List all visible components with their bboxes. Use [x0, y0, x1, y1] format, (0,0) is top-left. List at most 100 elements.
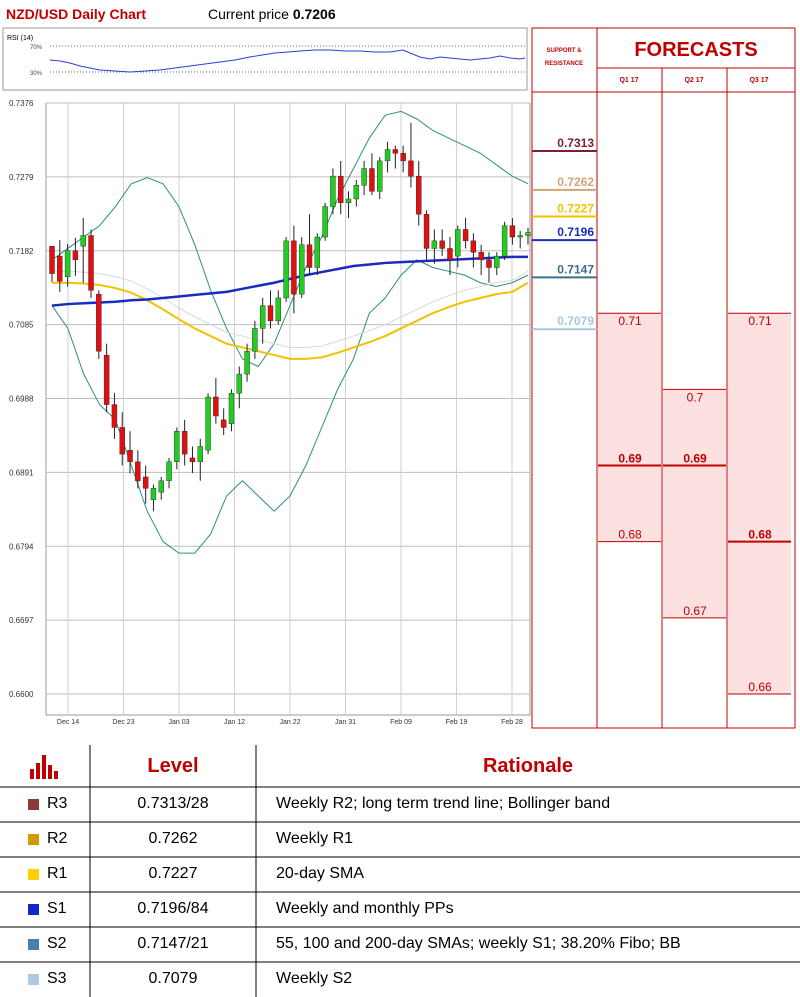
- level-rationale: Weekly and monthly PPs: [276, 900, 454, 917]
- x-tick-label: Jan 03: [168, 719, 189, 726]
- bar-chart-icon: [30, 753, 62, 784]
- candle-up: [314, 236, 321, 268]
- candle-up: [244, 351, 250, 375]
- candle-up: [455, 229, 461, 257]
- level-rationale: Weekly R2; long term trend line; Bolling…: [276, 795, 611, 812]
- level-color-swatch: [28, 973, 39, 985]
- candle-down: [392, 149, 399, 154]
- bollinger-upper: [51, 110, 529, 368]
- candle-up: [299, 244, 305, 295]
- bollinger-bands: [51, 110, 529, 554]
- candle-up: [236, 373, 242, 394]
- x-tick-label: Dec 23: [112, 719, 134, 726]
- candle-down: [220, 419, 227, 428]
- table-row: S3 0.7079 Weekly S2: [0, 962, 800, 996]
- rsi-lower-label: 30%: [30, 71, 43, 77]
- level-name: S3: [47, 970, 67, 987]
- y-tick-label: 0.7279: [9, 173, 34, 182]
- candle-up: [384, 149, 391, 162]
- candle-up: [275, 297, 281, 322]
- sr-level-value: 0.7196: [557, 225, 594, 239]
- level-name: S1: [47, 900, 67, 917]
- row-label: R2: [28, 822, 88, 856]
- candle-up: [431, 240, 438, 249]
- chart-title: NZD/USD Daily Chart: [6, 6, 147, 22]
- forecast-avg-value: 0.69: [683, 452, 707, 466]
- x-tick-label: Feb 28: [501, 719, 523, 726]
- candle-up: [80, 235, 86, 247]
- forecast-avg-value: 0.68: [748, 528, 772, 542]
- candle-up: [158, 480, 164, 493]
- candle-down: [189, 457, 196, 462]
- row-label: S1: [28, 892, 88, 926]
- candle-down: [142, 476, 149, 489]
- candle-down: [72, 250, 79, 261]
- candle-down: [127, 450, 133, 462]
- x-tick-label: Feb 09: [390, 719, 412, 726]
- level-name: R3: [47, 795, 68, 812]
- candle-down: [400, 153, 406, 162]
- sr-level-value: 0.7313: [557, 136, 594, 150]
- x-tick-label: Jan 22: [279, 719, 300, 726]
- candle-down: [486, 259, 492, 268]
- level-rationale: 55, 100 and 200-day SMAs; weekly S1; 38.…: [276, 935, 681, 952]
- sma-20-line: [52, 281, 529, 360]
- forecast-low-value: 0.66: [748, 680, 772, 694]
- y-tick-label: 0.7376: [9, 99, 34, 108]
- forecast-high-value: 0.71: [748, 314, 772, 328]
- y-tick-label: 0.6988: [9, 395, 34, 404]
- level-name: R2: [47, 830, 68, 847]
- level-color-swatch: [28, 938, 39, 950]
- candle-up: [205, 396, 211, 451]
- row-label: S3: [28, 962, 88, 996]
- level-rationale: Weekly R1: [276, 830, 354, 847]
- candle-up: [228, 392, 235, 424]
- candle-up: [259, 305, 266, 329]
- forecast-range: [728, 313, 791, 694]
- forecast-low-value: 0.68: [618, 528, 642, 542]
- candle-down: [267, 305, 274, 322]
- rsi-upper-label: 70%: [30, 45, 43, 51]
- candle-up: [517, 235, 523, 238]
- rsi-label: RSI (14): [7, 35, 33, 42]
- sr-levels: 0.7313 0.7262 0.7227 0.7196 0.7147 0.7079: [532, 136, 597, 331]
- candle-down: [135, 461, 141, 481]
- forecast-low-value: 0.67: [683, 604, 707, 618]
- sr-level-value: 0.7079: [557, 314, 594, 328]
- candle-down: [423, 213, 430, 249]
- quarter-labels: Q1 17 Q2 17 Q3 17: [619, 77, 768, 84]
- y-tick-label: 0.6600: [9, 690, 34, 699]
- candle-up: [353, 185, 360, 200]
- forecast-range: [663, 389, 726, 618]
- candle-up: [174, 431, 180, 462]
- level-color-swatch: [28, 833, 39, 845]
- candle-down: [462, 229, 469, 242]
- level-rationale: Weekly S2: [276, 970, 353, 987]
- sr-title-1: SUPPORT &: [546, 48, 582, 54]
- forecast-high-value: 0.7: [687, 390, 704, 404]
- candle-down: [57, 255, 63, 282]
- header-level: Level: [147, 754, 199, 777]
- candle-down: [408, 160, 414, 177]
- bollinger-middle: [52, 270, 529, 348]
- level-value: 0.7313/28: [137, 795, 209, 812]
- forecast-avg-value: 0.69: [618, 452, 642, 466]
- x-tick-label: Dec 14: [57, 719, 79, 726]
- table-row: S2 0.7147/21 55, 100 and 200-day SMAs; wee…: [0, 927, 800, 961]
- quarter-label: Q2 17: [684, 77, 703, 84]
- candle-up: [252, 328, 258, 352]
- candle-down: [291, 240, 297, 295]
- candle-down: [213, 396, 219, 417]
- rsi-line: [49, 49, 526, 73]
- candle-up: [283, 240, 289, 299]
- forecast-high-value: 0.71: [618, 314, 642, 328]
- y-tick-label: 0.7182: [9, 247, 34, 256]
- sr-level-value: 0.7147: [557, 262, 594, 276]
- quarter-label: Q3 17: [749, 77, 768, 84]
- table-row: R2 0.7262 Weekly R1: [0, 822, 800, 856]
- forecast-range: [598, 313, 661, 542]
- candle-up: [525, 232, 531, 236]
- row-label: S2: [28, 927, 88, 961]
- candle-down: [96, 293, 102, 352]
- forecasts-title: FORECASTS: [634, 39, 757, 61]
